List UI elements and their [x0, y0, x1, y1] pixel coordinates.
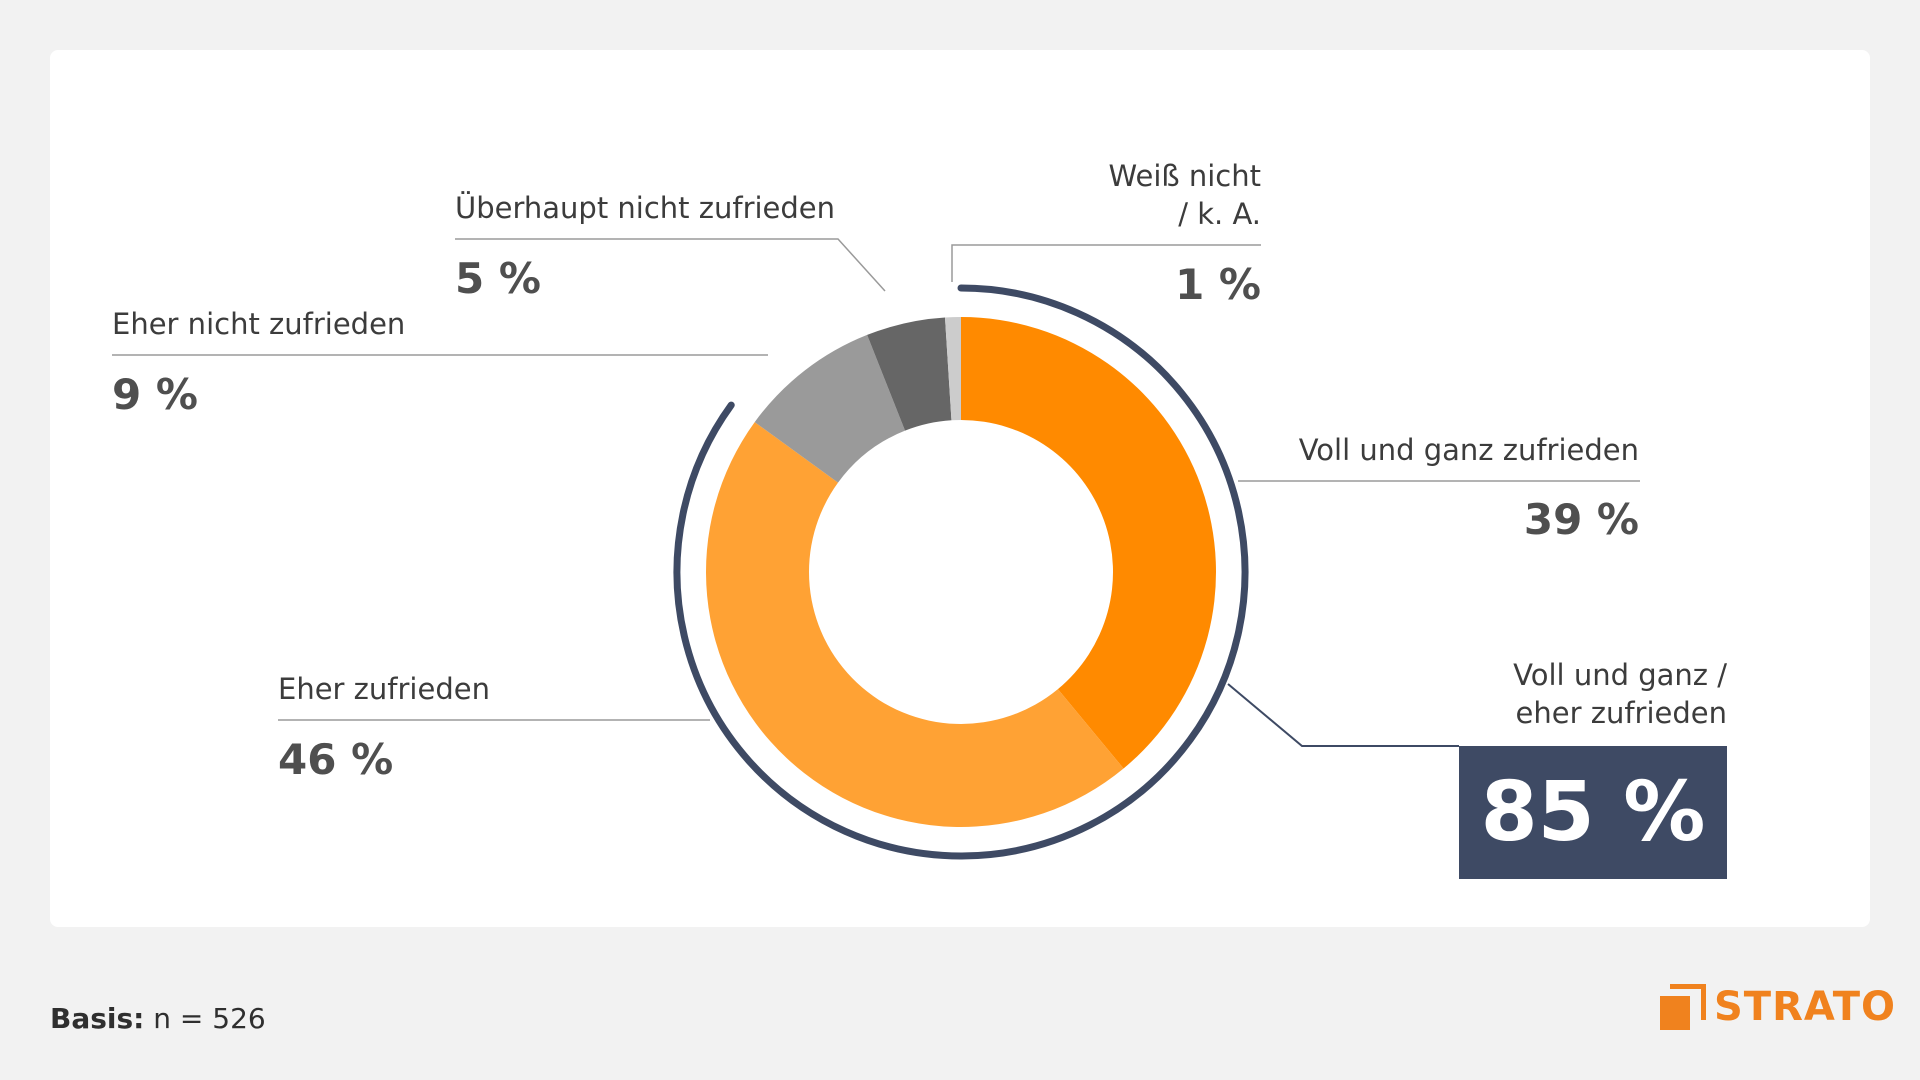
- label-voll-name: Voll und ganz zufrieden: [1298, 433, 1639, 467]
- leader-line-ueberhaupt: [455, 238, 886, 292]
- slice-ueberhaupt: [867, 317, 952, 431]
- strato-logo-text: STRATO: [1714, 984, 1897, 1030]
- summary-value-box: 85 %: [1459, 746, 1727, 879]
- label-summary-name: Voll und ganz / eher zufrieden: [1513, 658, 1727, 730]
- leader-line-summary: [1227, 683, 1459, 747]
- slice-weiss-nicht: [944, 317, 961, 421]
- basis-value: n = 526: [153, 1002, 266, 1035]
- basis-note: Basis: n = 526: [50, 1002, 266, 1035]
- label-voll-value: 39 %: [1523, 495, 1639, 544]
- basis-label: Basis:: [50, 1002, 145, 1035]
- summary-arc: [673, 284, 1249, 860]
- label-eher-nicht-name: Eher nicht zufrieden: [112, 307, 406, 341]
- label-eher-zufrieden-name: Eher zufrieden: [278, 672, 490, 706]
- leader-line-weiss-nicht: [951, 244, 1261, 282]
- slice-eher-zufrieden: [706, 422, 1124, 828]
- slice-eher-nicht: [754, 334, 906, 483]
- leader-lines: [112, 238, 1640, 721]
- label-weiss-nicht-value: 1 %: [1175, 260, 1261, 309]
- strato-logo-icon: [1660, 983, 1707, 1030]
- slice-voll: [961, 317, 1216, 769]
- donut-slices: [706, 317, 1216, 828]
- label-eher-nicht-value: 9 %: [112, 370, 198, 419]
- label-weiss-nicht-name: Weiß nicht / k. A.: [1108, 159, 1262, 231]
- label-ueberhaupt-name: Überhaupt nicht zufrieden: [455, 191, 836, 225]
- label-eher-zufrieden-value: 46 %: [278, 735, 394, 784]
- strato-logo: STRATO: [1660, 982, 1896, 1032]
- label-ueberhaupt-value: 5 %: [455, 254, 541, 303]
